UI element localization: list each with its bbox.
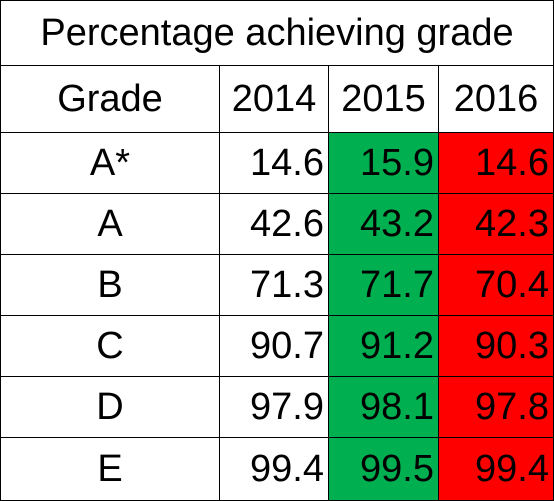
value-cell-2014: 97.9 [220, 377, 329, 438]
value-cell-2015: 99.5 [329, 438, 439, 500]
value-cell-2015: 43.2 [329, 194, 439, 255]
value-cell-2016: 42.3 [439, 194, 553, 255]
table-title: Percentage achieving grade [1, 1, 553, 66]
value-cell-2016: 14.6 [439, 133, 553, 194]
value-cell-2014: 90.7 [220, 316, 329, 377]
grade-label-cell: B [1, 255, 220, 316]
header-2014: 2014 [220, 66, 329, 133]
grade-label-cell: D [1, 377, 220, 438]
value-cell-2015: 91.2 [329, 316, 439, 377]
grade-label-cell: C [1, 316, 220, 377]
value-cell-2016: 99.4 [439, 438, 553, 500]
header-grade: Grade [1, 66, 220, 133]
value-cell-2015: 98.1 [329, 377, 439, 438]
value-cell-2014: 14.6 [220, 133, 329, 194]
grade-label-cell: A [1, 194, 220, 255]
grade-label-cell: E [1, 438, 220, 500]
grade-label-cell: A* [1, 133, 220, 194]
value-cell-2015: 71.7 [329, 255, 439, 316]
value-cell-2014: 42.6 [220, 194, 329, 255]
value-cell-2016: 97.8 [439, 377, 553, 438]
value-cell-2014: 99.4 [220, 438, 329, 500]
value-cell-2016: 70.4 [439, 255, 553, 316]
header-2016: 2016 [439, 66, 553, 133]
value-cell-2016: 90.3 [439, 316, 553, 377]
value-cell-2015: 15.9 [329, 133, 439, 194]
header-2015: 2015 [329, 66, 439, 133]
value-cell-2014: 71.3 [220, 255, 329, 316]
